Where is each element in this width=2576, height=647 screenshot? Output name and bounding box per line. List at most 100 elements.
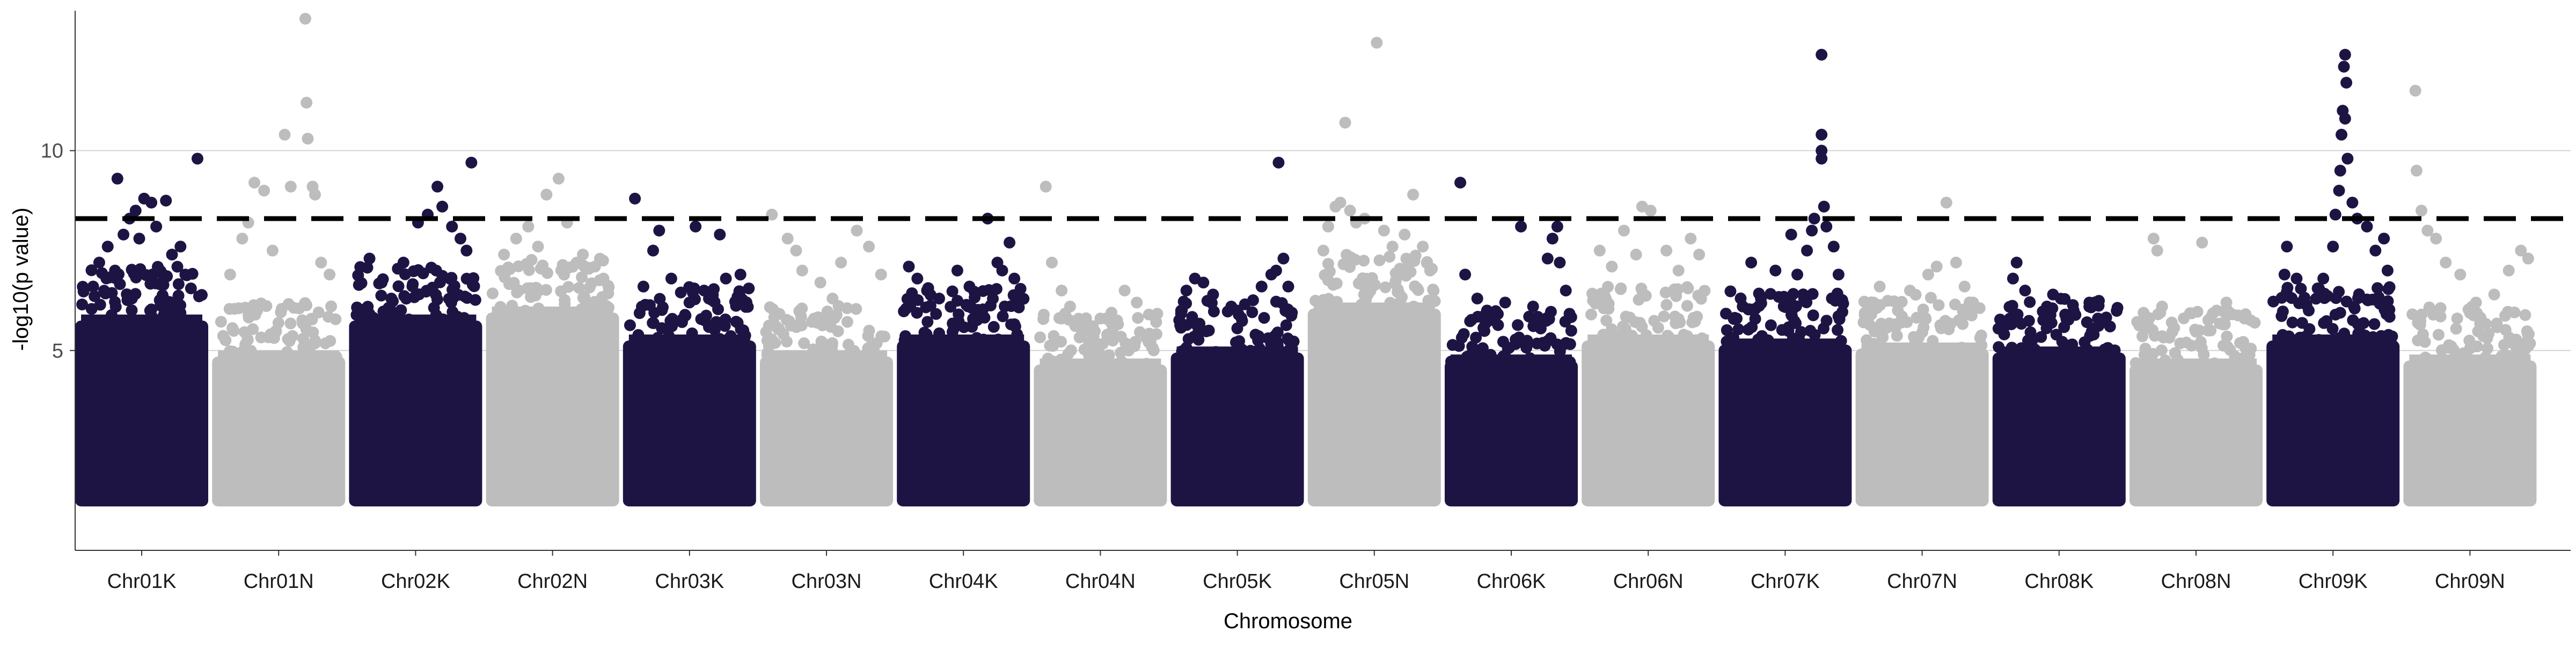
data-point <box>172 289 185 302</box>
data-point <box>2185 307 2198 319</box>
data-point <box>2041 300 2053 312</box>
data-point <box>532 241 544 253</box>
data-point <box>299 12 311 25</box>
point-band-edge <box>2129 364 2263 507</box>
data-point <box>1536 337 1549 349</box>
data-point <box>431 293 443 306</box>
data-point <box>1140 358 1153 370</box>
data-point <box>1564 356 1576 368</box>
data-point <box>355 277 368 289</box>
data-point <box>898 305 910 317</box>
data-point <box>1816 128 1828 141</box>
data-point <box>2421 224 2434 237</box>
data-point <box>729 295 741 308</box>
data-point <box>1933 299 1945 311</box>
data-point <box>1820 221 1833 232</box>
data-point <box>1379 281 1392 294</box>
data-point <box>1600 315 1613 327</box>
data-point <box>1686 316 1699 329</box>
data-point <box>1034 331 1046 344</box>
data-point <box>1118 285 1131 297</box>
data-point <box>158 309 170 322</box>
data-point <box>777 328 789 340</box>
data-point <box>1101 355 1113 368</box>
data-point <box>850 303 862 315</box>
data-point <box>573 282 585 294</box>
data-point <box>2047 288 2059 301</box>
data-point <box>1808 213 1820 225</box>
data-point <box>2014 344 2026 356</box>
data-point <box>1967 296 1979 309</box>
data-point <box>1541 252 1554 265</box>
data-point <box>1055 353 1067 366</box>
data-point <box>465 156 478 169</box>
data-point <box>2381 264 2394 277</box>
data-point <box>1742 323 1754 336</box>
data-point <box>402 313 415 325</box>
data-point <box>2371 334 2383 346</box>
chromosome-Chr09N <box>2403 84 2537 507</box>
x-axis-title: Chromosome <box>1224 609 1352 633</box>
data-point <box>385 293 398 304</box>
data-point <box>1129 340 1141 352</box>
data-point <box>145 197 158 209</box>
data-point <box>2214 317 2226 330</box>
data-point <box>1396 291 1408 303</box>
data-point <box>1787 288 1799 300</box>
data-point <box>191 152 203 165</box>
data-point <box>636 301 648 313</box>
data-point <box>1107 335 1119 347</box>
data-point <box>1373 254 1386 266</box>
data-point <box>266 244 279 257</box>
data-point <box>2378 232 2390 245</box>
data-point <box>77 280 89 293</box>
data-point <box>654 293 666 305</box>
data-point <box>1721 324 1733 336</box>
data-point <box>1279 304 1292 317</box>
data-point <box>2451 312 2463 325</box>
data-point <box>2303 323 2316 335</box>
data-point <box>2334 307 2346 319</box>
data-point <box>305 351 318 363</box>
data-point <box>297 317 309 330</box>
data-point <box>2354 328 2367 340</box>
data-point <box>863 241 875 253</box>
data-point <box>1882 295 1894 307</box>
data-point <box>2205 324 2217 337</box>
chromosome-Chr08K <box>1992 257 2126 507</box>
data-point <box>835 257 847 268</box>
data-point <box>1720 308 1732 320</box>
data-point <box>1858 307 1871 319</box>
data-point <box>537 259 549 272</box>
data-point <box>460 244 473 257</box>
data-point <box>2491 321 2503 333</box>
data-point <box>185 282 197 295</box>
data-point <box>144 278 157 290</box>
data-point <box>1527 300 1539 312</box>
y-tick-label: 10 <box>41 140 63 163</box>
data-point <box>499 271 511 283</box>
data-point <box>2277 306 2289 318</box>
data-point <box>2237 352 2250 364</box>
data-point <box>1617 321 1629 333</box>
data-point <box>848 352 861 365</box>
data-point <box>1875 317 1887 330</box>
data-point <box>714 228 726 241</box>
data-point <box>2506 353 2518 366</box>
data-point <box>2358 317 2370 329</box>
data-point <box>1208 306 1220 318</box>
data-point <box>126 304 138 316</box>
data-point <box>118 228 130 241</box>
data-point <box>284 180 297 193</box>
data-point <box>395 304 407 316</box>
data-point <box>2290 272 2303 285</box>
data-point <box>1280 319 1292 331</box>
data-point <box>1360 294 1372 306</box>
data-point <box>2129 357 2142 369</box>
data-point <box>1956 341 1968 354</box>
data-point <box>875 268 887 281</box>
data-point <box>385 311 398 324</box>
data-point <box>1258 312 1270 324</box>
data-point <box>2519 309 2531 321</box>
data-point <box>665 272 677 285</box>
